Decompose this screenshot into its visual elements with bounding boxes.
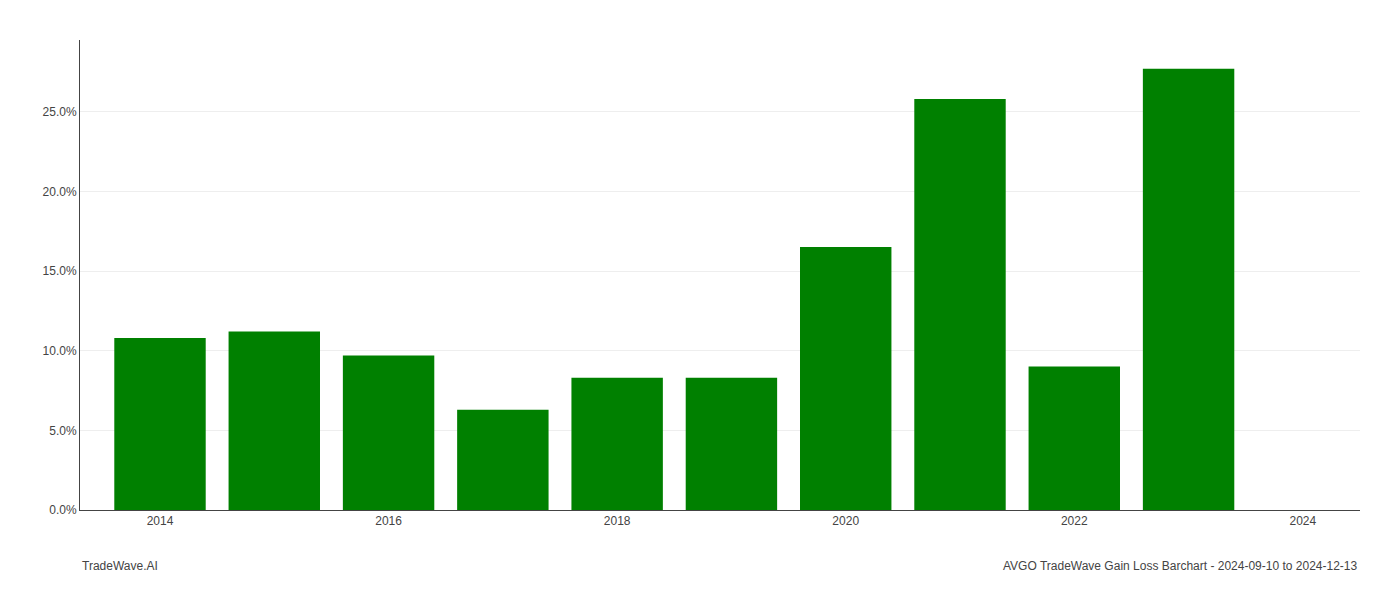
svg-text:15.0%: 15.0% — [43, 264, 77, 278]
svg-text:AVGO TradeWave Gain Loss Barch: AVGO TradeWave Gain Loss Barchart - 2024… — [1003, 559, 1358, 573]
svg-text:0.0%: 0.0% — [49, 503, 77, 517]
svg-text:2020: 2020 — [832, 514, 859, 528]
svg-text:TradeWave.AI: TradeWave.AI — [82, 559, 158, 573]
svg-text:10.0%: 10.0% — [43, 344, 77, 358]
svg-text:2022: 2022 — [1061, 514, 1088, 528]
svg-text:2014: 2014 — [147, 514, 174, 528]
svg-text:25.0%: 25.0% — [43, 105, 77, 119]
svg-text:2018: 2018 — [604, 514, 631, 528]
svg-text:2024: 2024 — [1290, 514, 1317, 528]
svg-text:2016: 2016 — [375, 514, 402, 528]
svg-text:20.0%: 20.0% — [43, 185, 77, 199]
svg-text:5.0%: 5.0% — [49, 424, 77, 438]
